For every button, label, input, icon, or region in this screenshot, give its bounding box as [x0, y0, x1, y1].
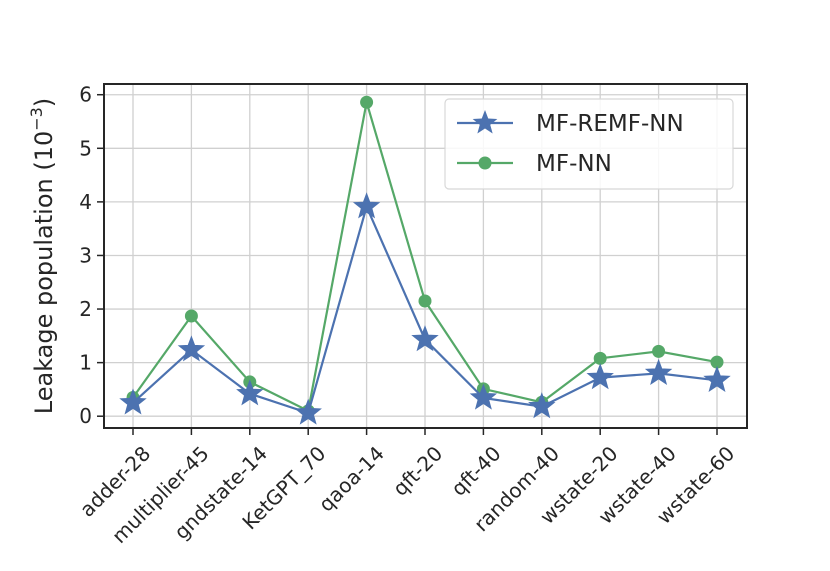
data-point: [703, 365, 731, 392]
y-axis-label: Leakage population (10−3): [27, 98, 58, 414]
y-tick-label: 5: [79, 136, 92, 160]
data-point: [586, 363, 614, 390]
y-axis-ticks: 0 1 2 3 4 5 6: [79, 83, 104, 428]
data-point: [236, 379, 264, 406]
y-tick-label: 3: [79, 243, 92, 267]
y-tick-label: 6: [79, 83, 92, 107]
x-tick-label: qft-20: [388, 441, 447, 500]
data-point: [177, 335, 206, 362]
data-point: [418, 294, 432, 308]
data-point: [710, 355, 724, 369]
y-tick-label: 0: [79, 404, 92, 428]
x-tick-label: qaoa-14: [314, 441, 389, 516]
y-tick-label: 2: [79, 297, 92, 321]
legend-label: MF-REMF-NN: [536, 111, 684, 137]
x-axis-ticks: adder-28multiplier-45gndstate-14KetGPT_7…: [75, 428, 739, 548]
data-point: [469, 383, 498, 410]
data-point: [644, 358, 673, 386]
legend-marker: [472, 110, 498, 134]
legend: MF-REMF-NN MF-NN: [444, 98, 734, 190]
data-point: [360, 95, 374, 109]
data-point: [652, 344, 666, 358]
y-tick-label: 4: [79, 190, 92, 214]
legend-box: [444, 98, 734, 190]
data-point: [184, 309, 198, 323]
legend-marker: [478, 156, 492, 170]
data-point: [593, 351, 607, 365]
legend-label: MF-NN: [536, 151, 612, 177]
series-layer: [119, 95, 731, 425]
data-point: [294, 398, 322, 425]
data-point: [411, 325, 439, 352]
data-point: [528, 392, 556, 419]
y-tick-label: 1: [79, 351, 92, 375]
series-mf-remf-nn: [119, 192, 731, 425]
grid-lines: [104, 84, 747, 428]
data-point: [352, 192, 381, 219]
data-point: [119, 388, 147, 415]
